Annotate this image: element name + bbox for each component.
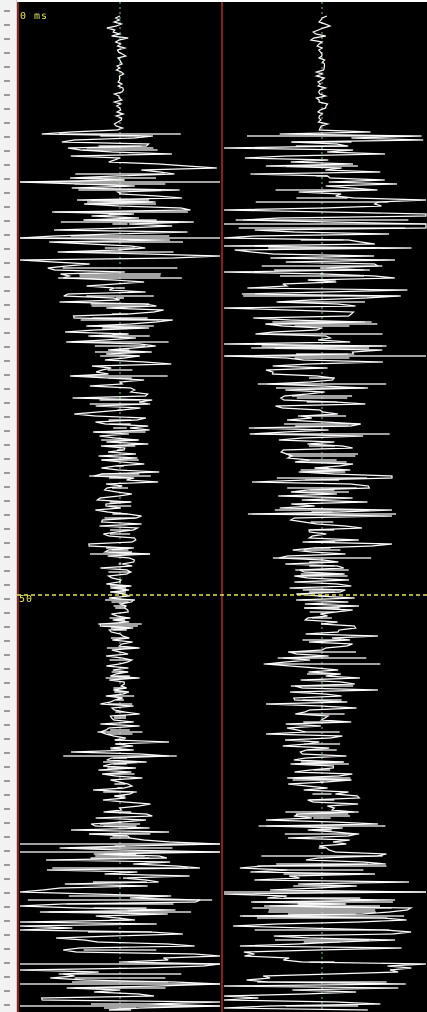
ruler-tick — [4, 500, 10, 502]
ruler-tick — [4, 234, 10, 236]
ruler-tick — [4, 514, 10, 516]
ruler-tick — [4, 150, 10, 152]
ruler-tick — [4, 710, 10, 712]
time-marker-50-label: 50 — [19, 595, 33, 605]
trace-canvas[interactable] — [17, 2, 427, 1012]
ruler-tick — [4, 178, 10, 180]
ruler-tick — [4, 556, 10, 558]
ruler-tick — [4, 24, 10, 26]
ruler-tick — [4, 332, 10, 334]
ruler-tick — [4, 206, 10, 208]
ruler-tick — [4, 990, 10, 992]
ruler-tick — [4, 738, 10, 740]
ruler-tick — [4, 290, 10, 292]
ruler-tick — [4, 542, 10, 544]
refresh-button[interactable] — [399, 8, 423, 32]
ruler-tick — [4, 836, 10, 838]
ruler-tick — [4, 654, 10, 656]
ruler-tick — [4, 682, 10, 684]
ruler-tick — [4, 780, 10, 782]
ruler-tick — [4, 878, 10, 880]
ruler-tick — [4, 80, 10, 82]
trace-2-waveform — [224, 16, 426, 1010]
ruler-tick — [4, 626, 10, 628]
ruler-tick — [4, 10, 10, 12]
trace-1-waveform — [20, 16, 220, 1010]
ruler-tick — [4, 850, 10, 852]
ruler-tick — [4, 94, 10, 96]
ruler-tick — [4, 360, 10, 362]
ruler-tick — [4, 892, 10, 894]
ruler-tick — [4, 962, 10, 964]
ruler-tick — [4, 948, 10, 950]
ruler-tick — [4, 108, 10, 110]
ruler-tick — [4, 430, 10, 432]
ruler-tick — [4, 822, 10, 824]
ruler-tick — [4, 808, 10, 810]
ruler-tick — [4, 164, 10, 166]
ruler-tick — [4, 906, 10, 908]
ruler-tick — [4, 976, 10, 978]
ruler-tick — [4, 612, 10, 614]
ruler-tick — [4, 52, 10, 54]
ruler-tick — [4, 220, 10, 222]
ruler-tick — [4, 38, 10, 40]
ruler-tick — [4, 640, 10, 642]
time-start-label: 0 ms — [20, 12, 48, 22]
ruler-tick — [4, 864, 10, 866]
ruler-tick — [4, 248, 10, 250]
ruler-tick — [4, 696, 10, 698]
ruler-tick — [4, 192, 10, 194]
ruler-tick — [4, 388, 10, 390]
ruler-tick — [4, 920, 10, 922]
ruler-tick — [4, 374, 10, 376]
left-ruler — [0, 0, 17, 1012]
ruler-tick — [4, 584, 10, 586]
ruler-tick — [4, 724, 10, 726]
seismic-trace-viewer[interactable]: 0 ms 50 — [17, 2, 427, 1012]
ruler-tick — [4, 346, 10, 348]
ruler-tick — [4, 668, 10, 670]
ruler-tick — [4, 570, 10, 572]
ruler-tick — [4, 66, 10, 68]
ruler-tick — [4, 276, 10, 278]
ruler-tick — [4, 318, 10, 320]
ruler-tick — [4, 402, 10, 404]
ruler-tick — [4, 486, 10, 488]
refresh-icon — [399, 8, 427, 1012]
ruler-tick — [4, 528, 10, 530]
ruler-tick — [4, 122, 10, 124]
ruler-tick — [4, 934, 10, 936]
ruler-tick — [4, 598, 10, 600]
ruler-tick — [4, 136, 10, 138]
ruler-tick — [4, 444, 10, 446]
ruler-tick — [4, 458, 10, 460]
ruler-tick — [4, 262, 10, 264]
ruler-tick — [4, 1004, 10, 1006]
ruler-tick — [4, 304, 10, 306]
ruler-tick — [4, 472, 10, 474]
ruler-tick — [4, 766, 10, 768]
ruler-tick — [4, 752, 10, 754]
ruler-tick — [4, 794, 10, 796]
ruler-tick — [4, 416, 10, 418]
